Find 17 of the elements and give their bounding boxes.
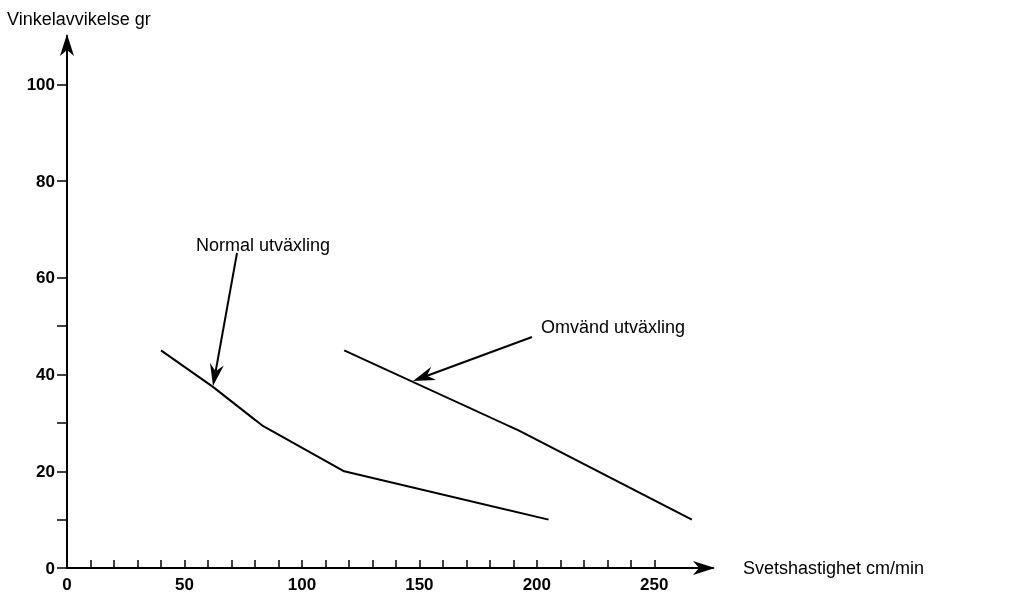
x-tick-label: 100 bbox=[287, 575, 317, 594]
x-tick-label: 150 bbox=[405, 575, 434, 594]
x-axis-title: Svetshastighet cm/min bbox=[743, 558, 925, 578]
y-tick-label: 0 bbox=[45, 558, 55, 578]
x-tick-label: 0 bbox=[62, 575, 72, 594]
x-tick-label: 250 bbox=[640, 575, 669, 594]
annotation: Normal utväxling bbox=[196, 235, 331, 255]
x-tick-label: 200 bbox=[522, 575, 552, 594]
x-tick-label: 50 bbox=[174, 575, 194, 594]
y-tick-label: 80 bbox=[36, 171, 55, 191]
y-tick-label: 100 bbox=[26, 74, 55, 94]
line-series bbox=[159, 349, 550, 521]
annotation: Omvänd utväxling bbox=[541, 317, 686, 337]
y-axis-title: Vinkelavvikelse gr bbox=[7, 9, 151, 29]
y-tick-label: 40 bbox=[36, 365, 55, 385]
y-tick-label: 60 bbox=[36, 268, 55, 288]
y-tick-label: 20 bbox=[36, 461, 55, 481]
